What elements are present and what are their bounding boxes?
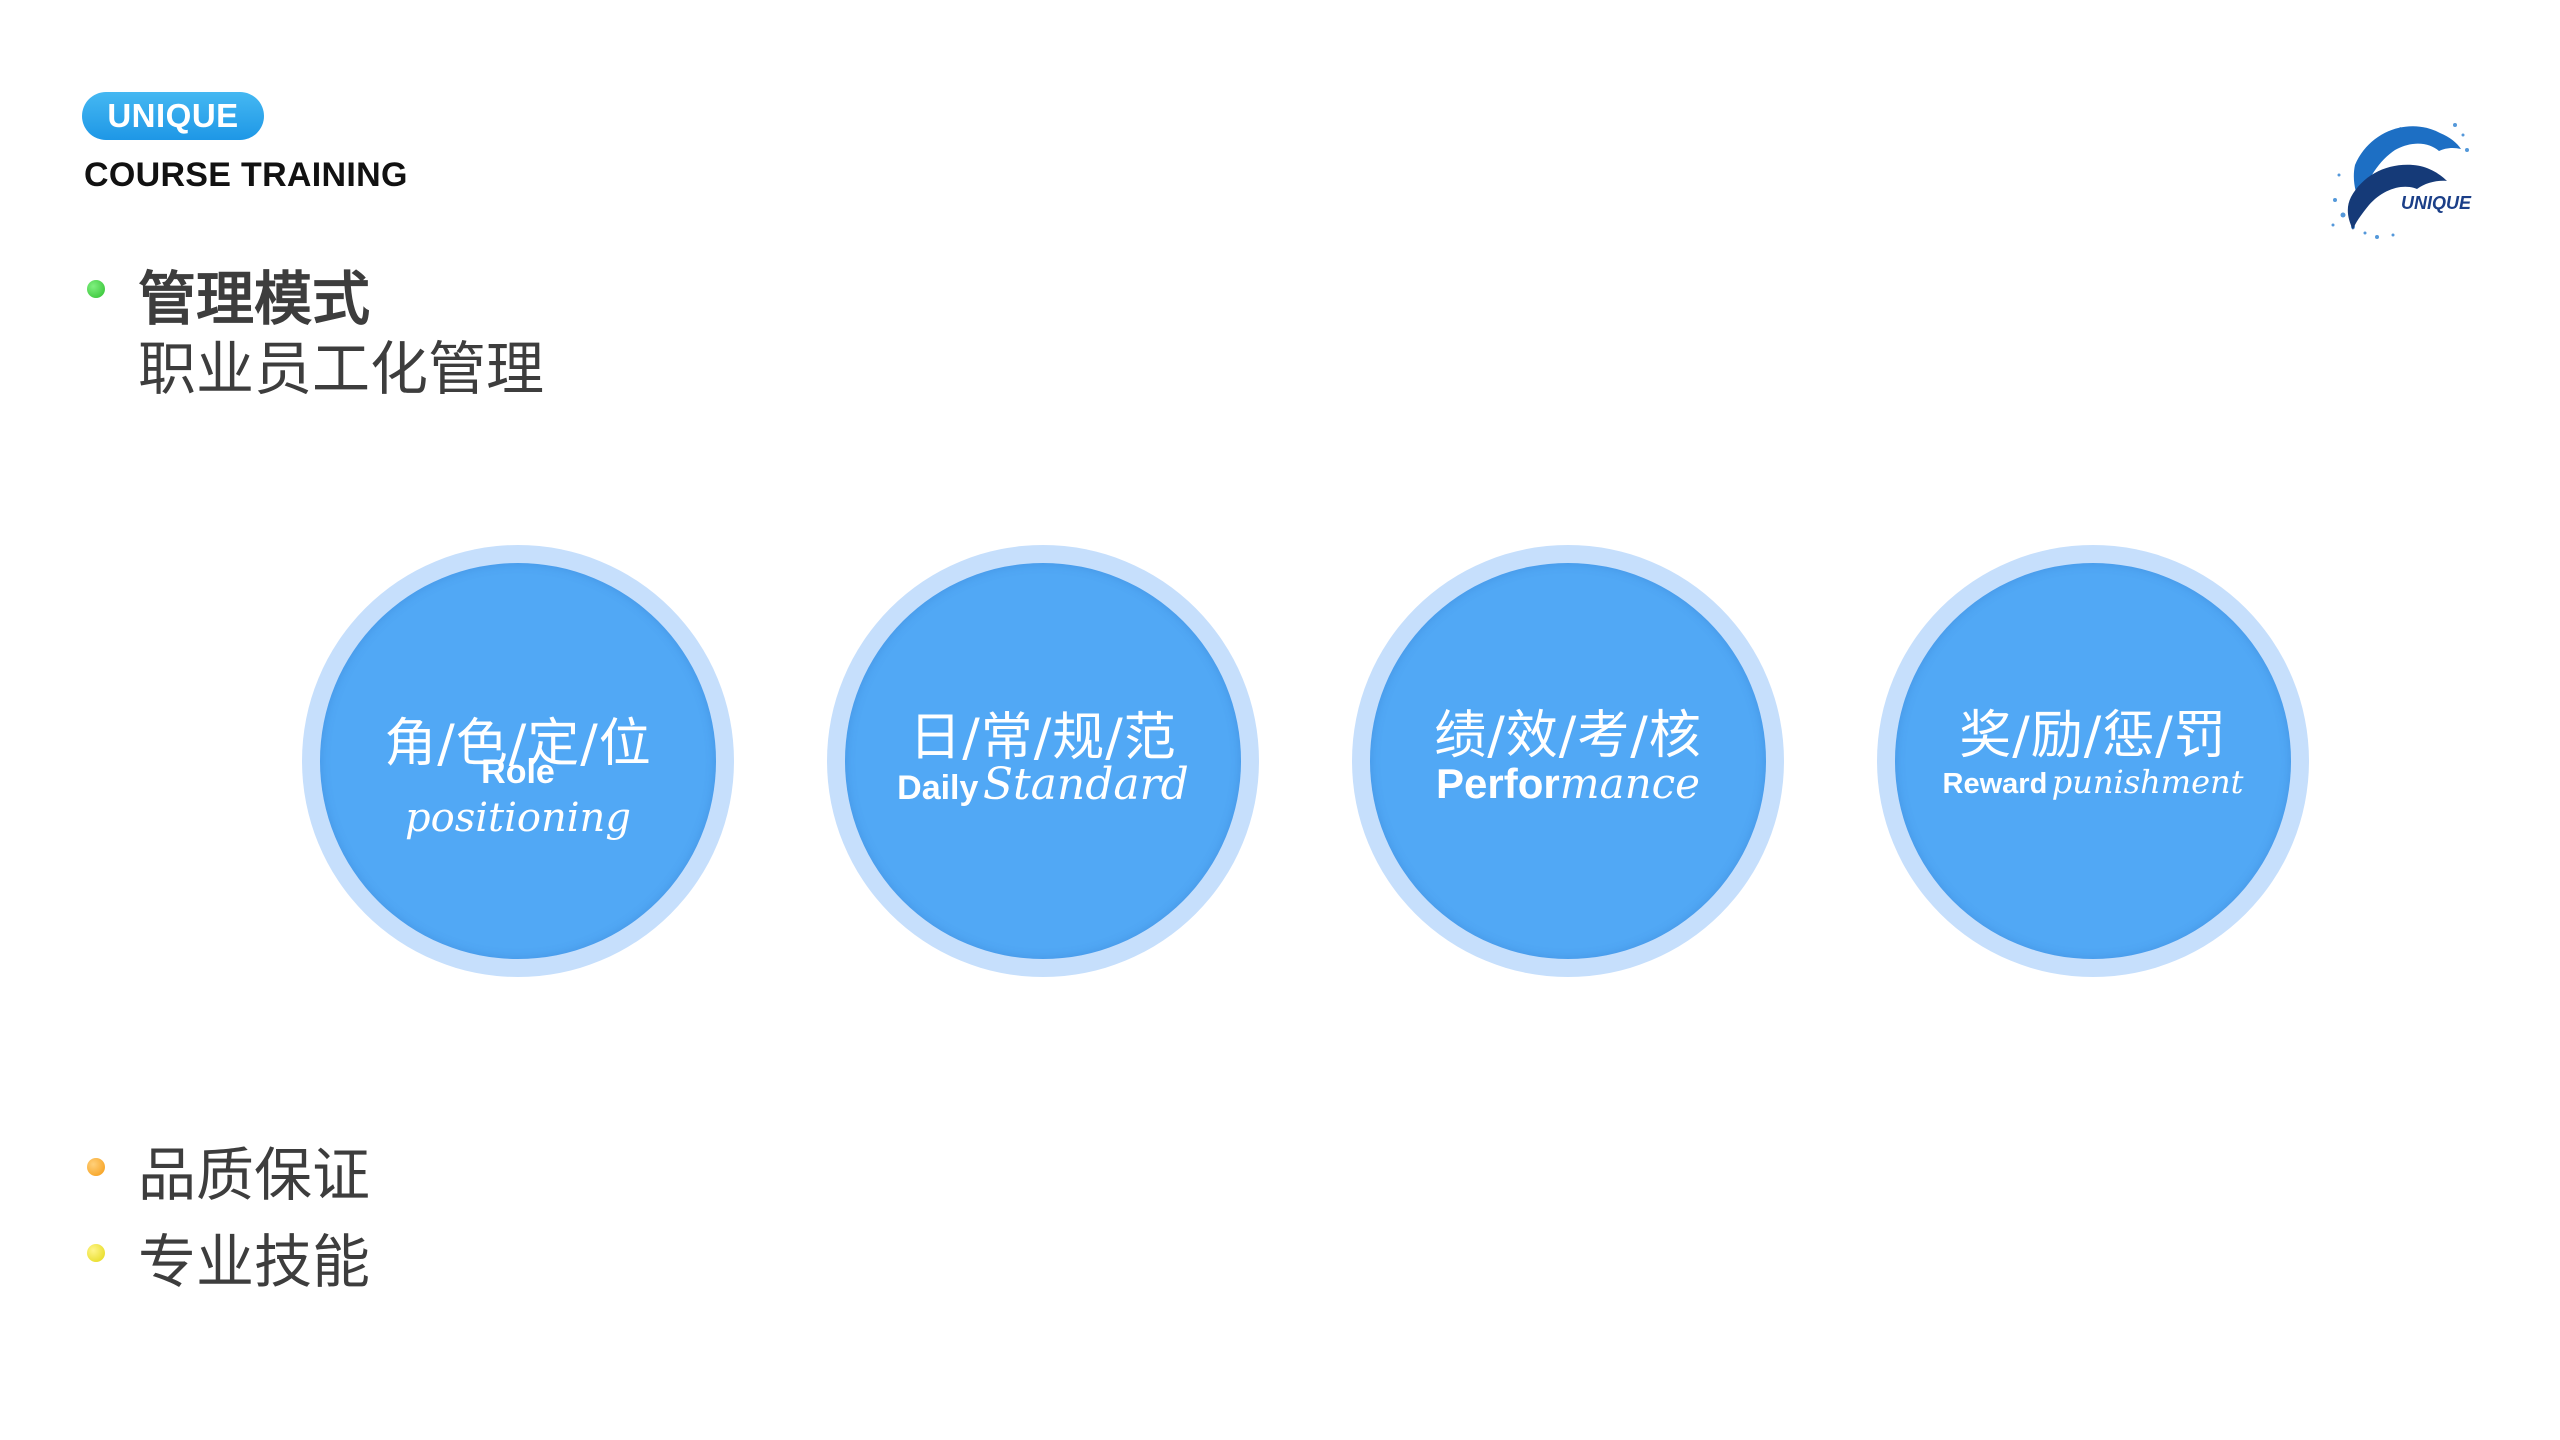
circle-performance: 绩/效/考/核 Performance xyxy=(1352,545,1784,977)
professional-skill-item: 专业技能 xyxy=(138,1215,370,1299)
bullet-dot-yellow xyxy=(87,1244,105,1262)
circle-en-label: Daily Standard xyxy=(845,759,1241,810)
circle-en-label: Performance xyxy=(1370,759,1766,808)
bullet-dot-orange xyxy=(87,1158,105,1176)
circle-en-label: Reward punishment xyxy=(1895,763,2291,801)
circle-reward-punishment: 奖/励/惩/罚 Reward punishment xyxy=(1877,545,2309,977)
quality-assurance-item: 品质保证 xyxy=(138,1128,370,1212)
circle-en-bold: Role xyxy=(320,753,716,792)
circle-cn-label: 绩/效/考/核 xyxy=(1370,693,1766,768)
management-mode-subtitle: 职业员工化管理 xyxy=(138,322,544,406)
bullet-dot-green xyxy=(87,280,105,298)
circle-cn-label: 奖/励/惩/罚 xyxy=(1895,693,2291,768)
logo-text: UNIQUE xyxy=(2401,193,2472,213)
brand-badge: UNIQUE xyxy=(82,92,264,140)
circle-en-script: positioning xyxy=(320,795,716,841)
course-title: COURSE TRAINING xyxy=(84,156,408,195)
dolphin-logo: UNIQUE xyxy=(2325,105,2475,245)
circle-role-positioning: 角/色/定/位 Role positioning xyxy=(302,545,734,977)
circle-daily-standard: 日/常/规/范 Daily Standard xyxy=(827,545,1259,977)
